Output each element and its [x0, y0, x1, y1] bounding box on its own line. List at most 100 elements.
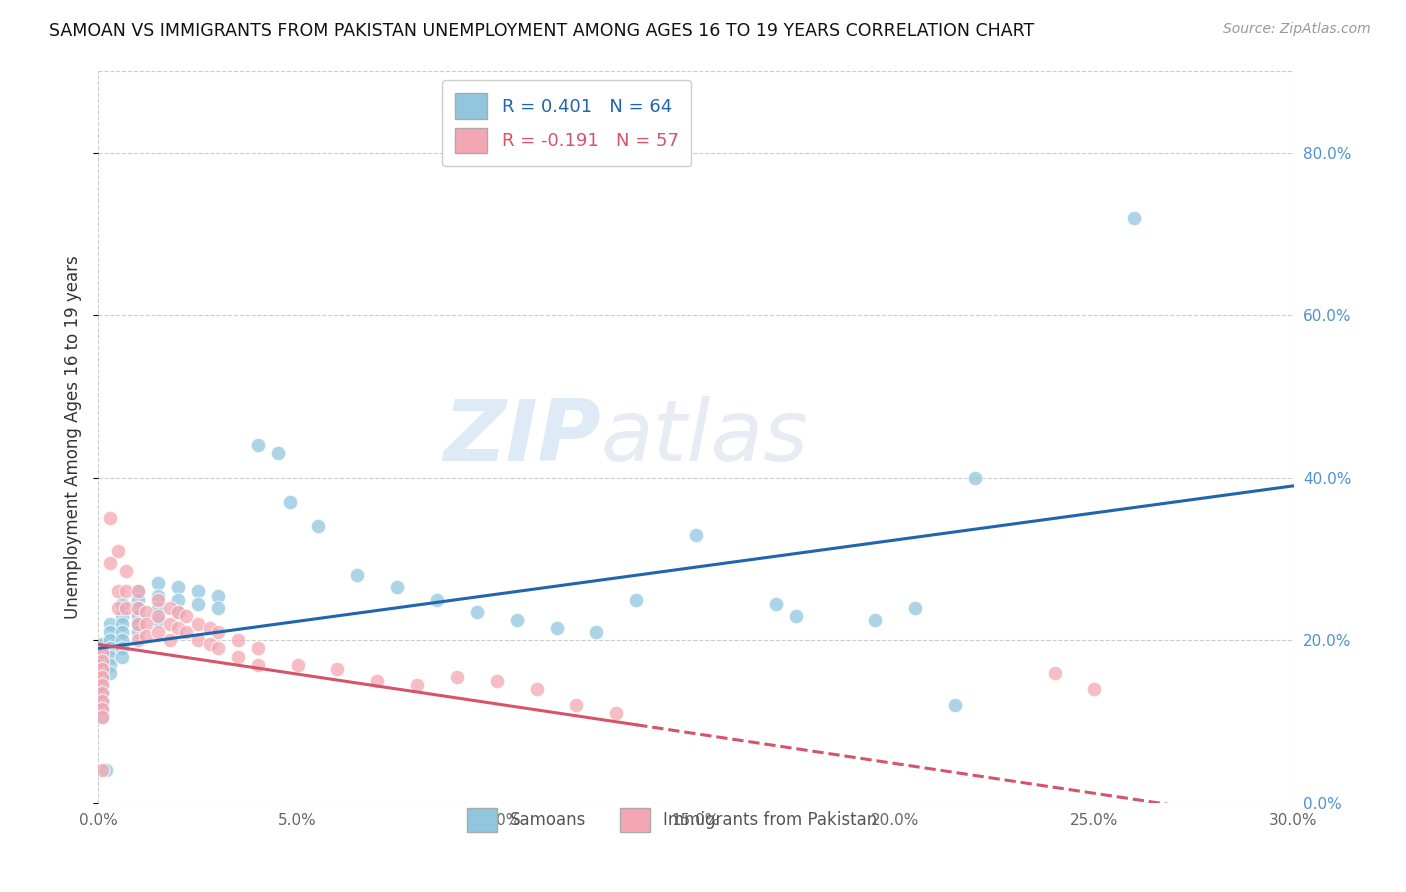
Point: [148, 600, 170, 615]
Point: [127, 608, 149, 623]
Point: [127, 584, 149, 599]
Point: [148, 608, 170, 623]
Point: [148, 613, 170, 627]
Point: [904, 600, 927, 615]
Point: [207, 589, 229, 603]
Point: [148, 589, 170, 603]
Point: [127, 584, 149, 599]
Point: [135, 605, 157, 619]
Point: [91, 694, 114, 708]
Point: [287, 657, 309, 672]
Point: [626, 592, 648, 607]
Point: [346, 568, 368, 582]
Text: SAMOAN VS IMMIGRANTS FROM PAKISTAN UNEMPLOYMENT AMONG AGES 16 TO 19 YEARS CORREL: SAMOAN VS IMMIGRANTS FROM PAKISTAN UNEMP…: [49, 22, 1035, 40]
Point: [111, 597, 134, 611]
Point: [127, 617, 149, 632]
Point: [1043, 665, 1066, 680]
Point: [506, 613, 529, 627]
Legend: Samoans, Immigrants from Pakistan: Samoans, Immigrants from Pakistan: [460, 801, 884, 838]
Point: [565, 698, 588, 713]
Point: [1083, 681, 1105, 696]
Point: [98, 625, 122, 640]
Point: [91, 694, 114, 708]
Point: [91, 645, 114, 659]
Point: [98, 633, 122, 648]
Point: [98, 665, 122, 680]
Point: [246, 438, 269, 452]
Point: [585, 625, 607, 640]
Point: [278, 495, 301, 509]
Point: [207, 625, 229, 640]
Point: [135, 617, 157, 632]
Point: [127, 592, 149, 607]
Point: [111, 608, 134, 623]
Point: [91, 678, 114, 692]
Point: [865, 613, 887, 627]
Point: [159, 633, 181, 648]
Text: atlas: atlas: [600, 395, 808, 479]
Point: [127, 600, 149, 615]
Point: [167, 592, 190, 607]
Point: [98, 657, 122, 672]
Point: [198, 637, 221, 651]
Point: [98, 511, 122, 525]
Point: [148, 592, 170, 607]
Point: [785, 608, 807, 623]
Point: [98, 617, 122, 632]
Point: [174, 625, 197, 640]
Point: [605, 706, 627, 721]
Point: [187, 597, 209, 611]
Point: [91, 645, 114, 659]
Point: [127, 617, 149, 632]
Point: [685, 527, 707, 541]
Point: [107, 544, 129, 558]
Point: [159, 617, 181, 632]
Point: [91, 764, 114, 778]
Point: [115, 564, 138, 578]
Point: [187, 617, 209, 632]
Point: [765, 597, 787, 611]
Point: [91, 678, 114, 692]
Point: [107, 584, 129, 599]
Text: Source: ZipAtlas.com: Source: ZipAtlas.com: [1223, 22, 1371, 37]
Point: [207, 600, 229, 615]
Point: [446, 670, 468, 684]
Point: [406, 678, 429, 692]
Point: [91, 710, 114, 724]
Point: [148, 576, 170, 591]
Point: [246, 657, 269, 672]
Point: [963, 471, 986, 485]
Point: [98, 649, 122, 664]
Point: [307, 519, 329, 533]
Point: [127, 625, 149, 640]
Point: [91, 670, 114, 684]
Point: [91, 702, 114, 716]
Point: [96, 764, 118, 778]
Point: [111, 625, 134, 640]
Point: [91, 686, 114, 700]
Point: [366, 673, 388, 688]
Point: [207, 641, 229, 656]
Point: [91, 654, 114, 668]
Point: [111, 641, 134, 656]
Point: [91, 662, 114, 676]
Point: [91, 686, 114, 700]
Point: [246, 641, 269, 656]
Point: [167, 605, 190, 619]
Point: [174, 608, 197, 623]
Point: [187, 633, 209, 648]
Point: [385, 581, 409, 595]
Y-axis label: Unemployment Among Ages 16 to 19 years: Unemployment Among Ages 16 to 19 years: [65, 255, 83, 619]
Point: [226, 649, 249, 664]
Point: [148, 625, 170, 640]
Point: [167, 605, 190, 619]
Point: [326, 662, 349, 676]
Point: [1123, 211, 1146, 225]
Point: [115, 584, 138, 599]
Point: [127, 600, 149, 615]
Point: [91, 710, 114, 724]
Point: [107, 600, 129, 615]
Point: [98, 641, 122, 656]
Text: ZIP: ZIP: [443, 395, 600, 479]
Point: [526, 681, 548, 696]
